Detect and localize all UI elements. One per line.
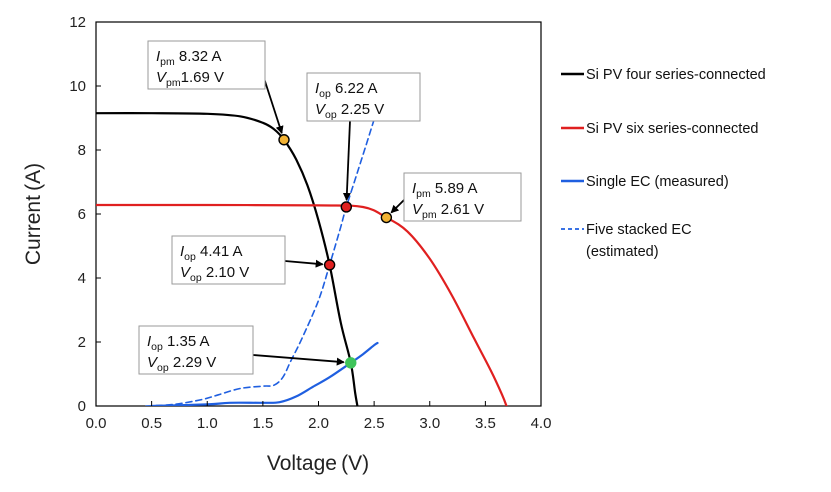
y-axis-title: Current (A) xyxy=(22,163,45,265)
annotation-label: Vpm1.69 V xyxy=(156,69,224,89)
x-tick-label: 3.5 xyxy=(475,415,496,432)
operating-point-marker xyxy=(323,259,336,271)
x-tick-label: 0.5 xyxy=(141,415,162,432)
annotation-label: Vop 2.29 V xyxy=(147,354,216,374)
legend-label: Si PV four series-connected xyxy=(586,67,766,83)
legend-label: Si PV six series-connected xyxy=(586,121,758,137)
x-tick-label: 4.0 xyxy=(531,415,552,432)
legend: Si PV four series-connected Si PV six ser… xyxy=(561,67,766,260)
y-tick-label: 10 xyxy=(69,78,86,95)
legend-label: Single EC (measured) xyxy=(586,174,729,190)
annotation-label: Vpm 2.61 V xyxy=(412,201,484,221)
x-tick-label: 1.5 xyxy=(252,415,273,432)
x-tick-label: 2.5 xyxy=(364,415,385,432)
legend-label: Five stacked EC xyxy=(586,222,692,238)
series-line-1 xyxy=(96,112,359,406)
legend-label: (estimated) xyxy=(586,244,659,260)
annotation-label: Ipm 8.32 A xyxy=(156,48,221,68)
series-line-3 xyxy=(150,341,379,406)
annotation-label: Ipm 5.89 A xyxy=(412,180,477,200)
y-tick-label: 6 xyxy=(78,206,86,223)
x-tick-label: 3.0 xyxy=(419,415,440,432)
annotation-label: Iop 4.41 A xyxy=(180,243,243,263)
annotation-label: Iop 6.22 A xyxy=(315,80,378,100)
annotation-label: Vop 2.10 V xyxy=(180,264,249,284)
y-tick-label: 2 xyxy=(78,334,86,351)
x-axis-title: Voltage (V) xyxy=(267,452,369,475)
annotation-arrow xyxy=(252,354,345,366)
x-tick-label: 1.0 xyxy=(197,415,218,432)
operating-point-marker xyxy=(340,201,353,213)
x-tick-label: 2.0 xyxy=(308,415,329,432)
annotation-label: Iop 1.35 A xyxy=(147,333,210,353)
operating-point-marker xyxy=(278,134,290,146)
markers-layer xyxy=(278,134,393,369)
y-tick-label: 12 xyxy=(69,14,86,31)
y-tick-label: 8 xyxy=(78,142,86,159)
y-tick-label: 4 xyxy=(78,270,86,287)
x-tick-label: 0.0 xyxy=(86,415,107,432)
y-tick-label: 0 xyxy=(78,398,86,415)
annotation-label: Vop 2.25 V xyxy=(315,101,384,121)
annotation-arrow xyxy=(284,259,324,268)
series-line-2 xyxy=(96,203,508,406)
operating-point-marker xyxy=(380,211,393,224)
annotation-arrow xyxy=(390,199,405,214)
operating-point-marker xyxy=(345,357,357,369)
annotation-arrow xyxy=(342,120,351,201)
ticks-layer: 0.0 0.5 1.0 1.5 2.0 2.5 3.0 3.5 4.0 0 2 4 6 8 10 12 xyxy=(69,14,551,432)
